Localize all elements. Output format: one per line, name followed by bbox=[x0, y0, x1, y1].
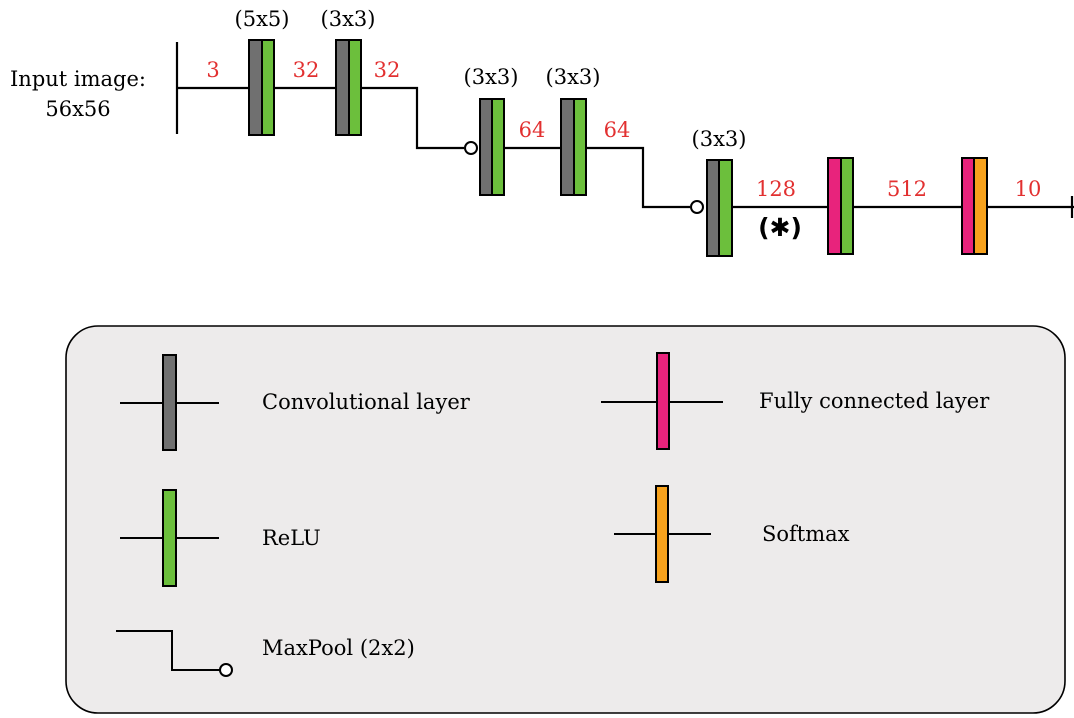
maxpool-circle-1 bbox=[464, 141, 478, 155]
kernel-label-5: (3x3) bbox=[692, 127, 747, 151]
kernel-label-1: (5x5) bbox=[235, 7, 290, 31]
legend-conv-label: Convolutional layer bbox=[262, 390, 471, 414]
fc-layer bbox=[827, 157, 842, 255]
channel-label: 64 bbox=[519, 118, 546, 142]
kernel-label-3: (3x3) bbox=[464, 65, 519, 89]
conv-layer bbox=[335, 39, 350, 136]
maxpool-symbol-line bbox=[116, 630, 220, 671]
legend-relu-label: ReLU bbox=[262, 526, 321, 550]
channel-label: 64 bbox=[604, 118, 631, 142]
legend-softmax: Softmax bbox=[614, 485, 850, 583]
legend-maxpool-label: MaxPool (2x2) bbox=[262, 636, 415, 660]
relu-layer bbox=[840, 157, 854, 255]
channel-label: 10 bbox=[1015, 177, 1042, 201]
fc-layer bbox=[961, 157, 975, 255]
conv-block-1 bbox=[248, 39, 275, 136]
fc-block-2 bbox=[961, 157, 988, 255]
network-wires bbox=[175, 42, 1074, 218]
channel-label: 512 bbox=[887, 177, 927, 201]
softmax-layer bbox=[973, 157, 988, 255]
channel-label: 128 bbox=[756, 177, 796, 201]
relu-layer bbox=[573, 98, 587, 196]
relu-layer bbox=[718, 159, 733, 257]
legend-fc-label: Fully connected layer bbox=[759, 389, 990, 413]
fc-swatch bbox=[656, 352, 670, 450]
legend-fc: Fully connected layer bbox=[601, 352, 990, 450]
conv-block-5 bbox=[706, 159, 733, 257]
conv-block-4 bbox=[560, 98, 587, 196]
input-label-line1: Input image: bbox=[10, 67, 146, 91]
relu-layer bbox=[348, 39, 362, 136]
input-label-line2: 56x56 bbox=[45, 97, 110, 121]
conv-swatch bbox=[162, 354, 177, 451]
channel-labels: 3 32 32 64 64 128 512 10 bbox=[206, 58, 1041, 201]
channel-label: 32 bbox=[374, 58, 401, 82]
legend-box bbox=[65, 325, 1066, 714]
conv-layer bbox=[560, 98, 575, 196]
relu-swatch bbox=[162, 489, 177, 587]
fc-block-1 bbox=[827, 157, 854, 255]
conv-layer bbox=[706, 159, 720, 257]
conv-block-2 bbox=[335, 39, 362, 136]
legend-maxpool: MaxPool (2x2) bbox=[116, 630, 415, 677]
maxpool-symbol-circle bbox=[219, 663, 233, 677]
conv-block-3 bbox=[479, 98, 505, 196]
legend-softmax-label: Softmax bbox=[762, 522, 850, 546]
maxpool-wire-2 bbox=[585, 146, 690, 209]
relu-layer bbox=[491, 98, 505, 196]
maxpool-circle-2 bbox=[690, 200, 704, 214]
legend-conv: Convolutional layer bbox=[120, 354, 471, 451]
kernel-label-4: (3x3) bbox=[546, 65, 601, 89]
maxpool-wire-1 bbox=[359, 86, 464, 150]
conv-layer bbox=[248, 39, 263, 136]
conv-layer bbox=[479, 98, 493, 196]
channel-label: 3 bbox=[206, 58, 219, 82]
asterisk-marker: (✱) bbox=[758, 213, 802, 242]
softmax-swatch bbox=[655, 485, 669, 583]
legend-relu: ReLU bbox=[120, 489, 321, 587]
relu-layer bbox=[261, 39, 275, 136]
kernel-label-2: (3x3) bbox=[321, 7, 376, 31]
channel-label: 32 bbox=[293, 58, 320, 82]
